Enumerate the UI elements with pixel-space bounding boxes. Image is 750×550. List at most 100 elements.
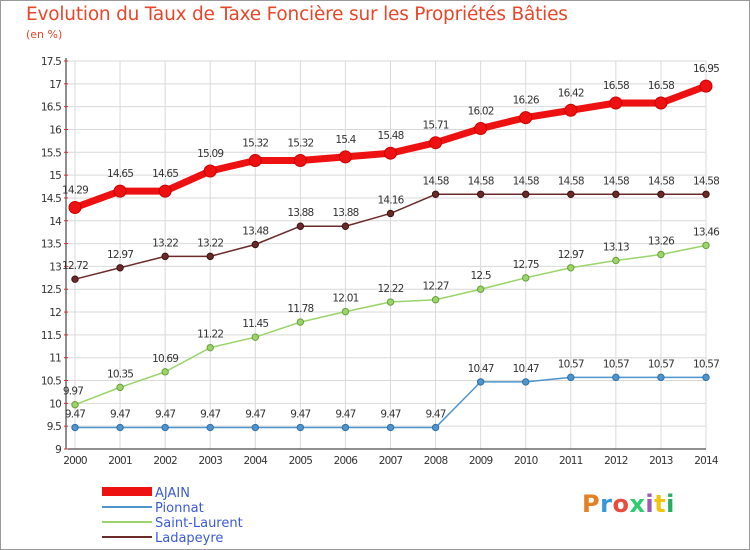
data-point bbox=[293, 154, 307, 168]
data-point bbox=[567, 190, 575, 198]
data-point bbox=[341, 222, 350, 230]
y-tick-label: 14 bbox=[49, 216, 62, 228]
value-label: 14.58 bbox=[513, 175, 539, 187]
value-label: 15.71 bbox=[423, 120, 449, 132]
value-label: 12.22 bbox=[377, 283, 403, 295]
data-point bbox=[206, 252, 214, 261]
data-point bbox=[113, 184, 127, 198]
value-label: 16.95 bbox=[693, 63, 719, 75]
data-point bbox=[161, 423, 169, 432]
y-tick-label: 17.5 bbox=[41, 56, 61, 68]
grid bbox=[66, 60, 707, 450]
x-tick-label: 2001 bbox=[108, 455, 132, 467]
y-tick-label: 9 bbox=[55, 444, 61, 456]
data-point bbox=[612, 190, 620, 198]
value-label: 11.78 bbox=[287, 303, 313, 315]
data-point bbox=[657, 190, 665, 198]
y-tick-label: 14.5 bbox=[41, 193, 61, 205]
value-label: 12.01 bbox=[332, 293, 358, 305]
data-point bbox=[699, 79, 713, 93]
data-point bbox=[296, 222, 305, 230]
y-tick-label: 16 bbox=[49, 124, 62, 136]
value-label: 13.22 bbox=[197, 237, 223, 249]
value-label: 15.4 bbox=[335, 134, 356, 146]
value-label: 13.88 bbox=[332, 207, 358, 219]
legend-label: AJAIN bbox=[155, 486, 190, 501]
value-label: 9.47 bbox=[425, 409, 445, 421]
logo-letter: t bbox=[654, 490, 667, 518]
value-label: 16.02 bbox=[468, 106, 494, 118]
data-point bbox=[702, 190, 710, 198]
value-label: 15.32 bbox=[242, 138, 268, 150]
y-tick-label: 12.5 bbox=[41, 284, 61, 296]
value-label: 14.65 bbox=[152, 168, 178, 180]
data-point bbox=[567, 264, 575, 272]
legend-label: Ladapeyre bbox=[155, 531, 223, 546]
value-labels: 14.29 14.65 14.65 15.09 15.32 15.32 15.4 15.48 1… bbox=[62, 63, 721, 421]
data-point bbox=[206, 343, 214, 352]
data-point bbox=[251, 240, 259, 249]
data-point bbox=[203, 164, 217, 178]
value-label: 13.13 bbox=[603, 241, 629, 253]
data-point bbox=[386, 209, 395, 218]
value-label: 12.72 bbox=[62, 260, 88, 272]
x-tick-label: 2000 bbox=[63, 455, 87, 467]
value-label: 11.45 bbox=[242, 318, 268, 330]
data-point bbox=[431, 190, 440, 198]
data-point bbox=[654, 96, 668, 110]
value-label: 14.58 bbox=[558, 175, 584, 187]
proxiti-logo: Proxiti bbox=[582, 490, 675, 518]
y-tick-label: 11 bbox=[49, 353, 61, 365]
data-point bbox=[341, 423, 350, 432]
data-point bbox=[248, 154, 262, 168]
y-tick-label: 15.5 bbox=[41, 147, 61, 159]
x-tick-label: 2012 bbox=[604, 455, 628, 467]
data-point bbox=[609, 96, 623, 110]
x-tick-label: 2013 bbox=[649, 455, 673, 467]
value-label: 14.58 bbox=[468, 175, 494, 187]
data-point bbox=[251, 333, 259, 341]
data-point bbox=[612, 256, 620, 265]
y-tick-label: 15 bbox=[49, 170, 61, 182]
y-tick-label: 10 bbox=[49, 398, 61, 410]
value-label: 14.58 bbox=[693, 175, 719, 187]
value-label: 9.47 bbox=[200, 409, 220, 421]
data-point bbox=[431, 423, 440, 432]
data-point bbox=[158, 184, 172, 198]
value-label: 9.47 bbox=[110, 409, 130, 421]
data-point bbox=[474, 122, 488, 136]
value-label: 9.47 bbox=[65, 409, 85, 421]
data-point bbox=[296, 318, 305, 326]
value-label: 9.47 bbox=[380, 409, 400, 421]
y-tick-label: 13.5 bbox=[41, 239, 61, 251]
value-label: 16.58 bbox=[603, 80, 629, 92]
value-label: 14.58 bbox=[603, 175, 629, 187]
data-point bbox=[657, 373, 665, 382]
value-label: 10.35 bbox=[107, 368, 133, 380]
value-label: 15.09 bbox=[197, 148, 223, 160]
value-label: 9.47 bbox=[155, 409, 175, 421]
value-label: 12.97 bbox=[107, 249, 133, 261]
y-tick-label: 12 bbox=[49, 307, 61, 319]
value-label: 12.27 bbox=[423, 281, 449, 293]
value-label: 14.29 bbox=[62, 185, 88, 197]
legend-swatch bbox=[102, 487, 152, 496]
data-point bbox=[341, 307, 350, 316]
data-point bbox=[296, 423, 305, 432]
value-label: 14.58 bbox=[648, 175, 674, 187]
x-tick-label: 2008 bbox=[424, 455, 448, 467]
value-label: 13.22 bbox=[152, 237, 178, 249]
x-tick-label: 2011 bbox=[559, 455, 583, 467]
value-label: 9.47 bbox=[335, 409, 355, 421]
data-point bbox=[657, 250, 665, 259]
y-tick-label: 11.5 bbox=[41, 330, 61, 342]
data-point bbox=[476, 285, 485, 293]
data-point bbox=[251, 423, 259, 432]
x-tick-label: 2010 bbox=[514, 455, 538, 467]
logo-letter: i bbox=[645, 490, 655, 518]
value-label: 16.42 bbox=[558, 87, 584, 99]
logo-letter: o bbox=[612, 490, 630, 518]
value-label: 16.26 bbox=[513, 95, 540, 107]
data-point bbox=[522, 274, 530, 282]
